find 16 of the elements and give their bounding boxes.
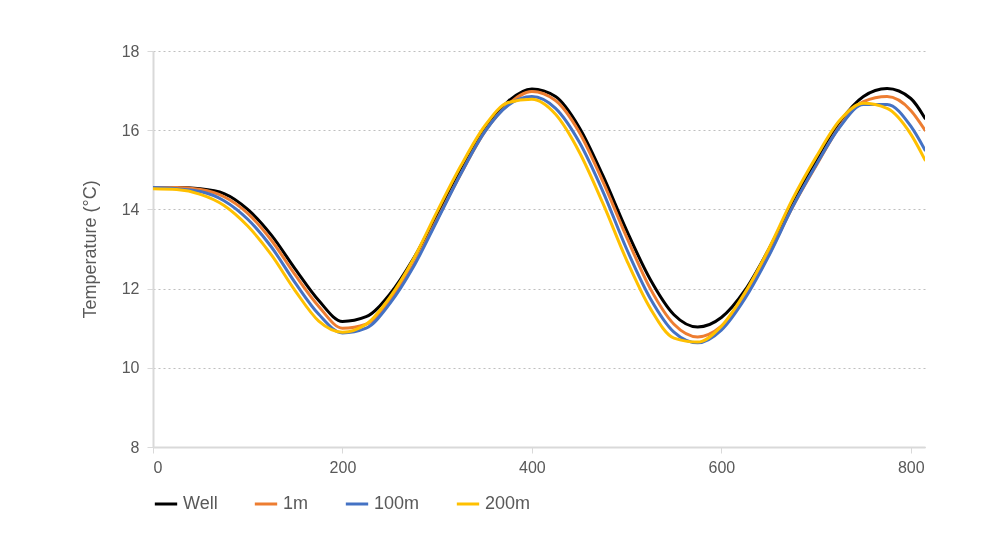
y-tick-label: 12 [121,280,140,298]
y-tick-label: 14 [121,200,140,218]
y-tick-label: 8 [130,438,140,456]
x-tick-label: 400 [519,458,546,476]
y-tick-label: 10 [121,359,140,377]
legend-label: 100m [374,493,420,513]
y-axis-title: Temperature (°C) [79,180,100,319]
legend-label: 200m [485,493,531,513]
x-tick-label: 200 [329,458,357,476]
y-tick-label: 16 [121,121,140,139]
legend-label: 1m [283,493,309,513]
x-tick-label: 0 [153,458,163,476]
x-tick-label: 600 [708,458,736,476]
legend-label: Well [183,493,218,513]
y-tick-label: 18 [121,42,140,60]
x-tick-label: 800 [897,458,925,476]
